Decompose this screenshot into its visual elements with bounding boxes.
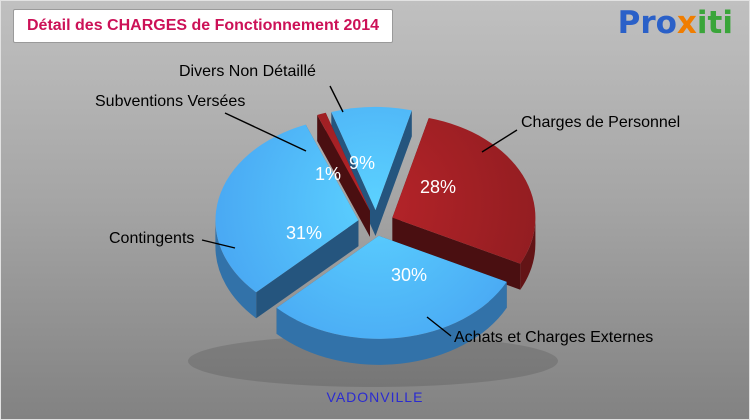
label-divers-non-detaille: Divers Non Détaillé [179, 63, 316, 80]
commune-name: VADONVILLE [326, 389, 424, 405]
callout-line-divers-non-detaille [329, 85, 344, 113]
label-charges-de-personnel: Charges de Personnel [521, 114, 681, 131]
pie-slice-contingents [215, 124, 359, 293]
chart-title-box: Détail des CHARGES de Fonctionnement 201… [13, 9, 394, 43]
slice-percent-achats-et-charges-externes: 30% [391, 265, 427, 285]
callout-line-achats-et-charges-externes [426, 316, 452, 337]
pie-slice-edge [256, 220, 359, 319]
pie-slice-wall [276, 281, 507, 365]
pie-slice-divers-non-detaille [331, 106, 412, 210]
label-achats-charges-externes: Achats et Charges Externes [454, 329, 654, 346]
slice-percent-charges-de-personnel: 28% [420, 177, 456, 197]
callout-line-charges-de-personnel [481, 129, 518, 153]
slice-percent-divers-non-detaille: 9% [349, 153, 375, 173]
callout-line-subventions-versees [224, 112, 307, 152]
pie-slice-edge [375, 110, 412, 236]
logo-letter-group: iti [696, 5, 733, 41]
callout-line-contingents [201, 239, 236, 249]
logo-letter-group: x [676, 5, 697, 41]
slice-percent-subventions-versees: 1% [315, 164, 341, 184]
logo-letter-group: Pro [617, 5, 677, 41]
pie-slice-edge [392, 217, 521, 290]
label-subventions-versees: Subventions Versées [95, 93, 246, 110]
pie-slice-achats-et-charges-externes [276, 235, 507, 339]
proxiti-logo: Proxiti [618, 5, 733, 41]
pie-slice-subventions-versees [317, 112, 370, 211]
label-contingents: Contingents [109, 230, 195, 247]
pie-slice-wall [520, 217, 536, 290]
chart-title: Détail des CHARGES de Fonctionnement 201… [27, 17, 380, 34]
pie-slice-charges-de-personnel [392, 118, 536, 264]
pie-slice-wall [215, 220, 257, 319]
slice-percent-contingents: 31% [286, 223, 322, 243]
